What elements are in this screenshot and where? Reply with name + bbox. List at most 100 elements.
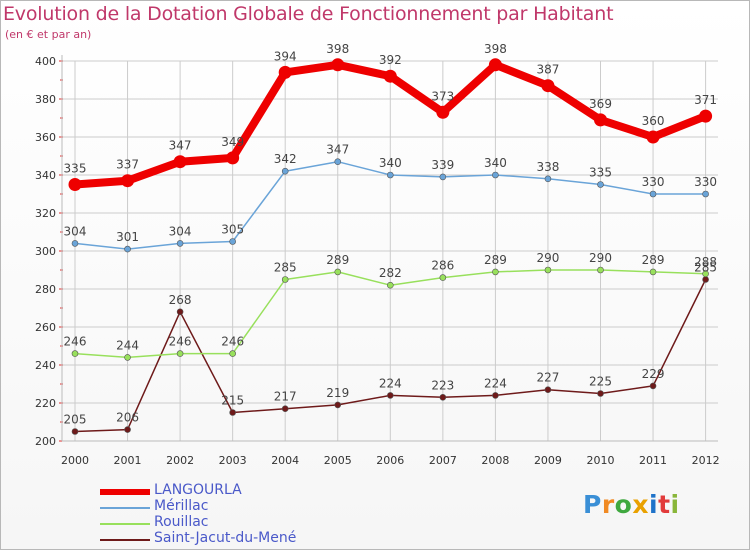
value-label-rouillac: 286 bbox=[431, 259, 454, 273]
value-label-merillac: 340 bbox=[484, 156, 507, 170]
x-tick-label: 2004 bbox=[271, 454, 299, 467]
y-tick-label: 400 bbox=[35, 55, 56, 68]
legend-item-rouillac: Rouillac bbox=[100, 514, 360, 532]
data-point-rouillac bbox=[702, 270, 709, 278]
legend-label-merillac: Mérillac bbox=[154, 498, 209, 514]
x-tick-label: 2005 bbox=[324, 454, 352, 467]
data-point-langourla bbox=[68, 178, 82, 191]
data-point-rouillac bbox=[229, 350, 236, 357]
data-point-rouillac bbox=[439, 274, 447, 281]
value-label-langourla: 394 bbox=[274, 49, 297, 63]
value-label-saint-jacut: 205 bbox=[64, 413, 87, 427]
value-label-saint-jacut: 223 bbox=[431, 378, 454, 392]
value-label-rouillac: 285 bbox=[274, 261, 297, 275]
data-point-rouillac bbox=[281, 276, 289, 283]
value-label-merillac: 304 bbox=[169, 224, 192, 238]
x-tick-label: 2009 bbox=[534, 454, 562, 467]
value-label-merillac: 330 bbox=[642, 175, 665, 189]
value-label-rouillac: 282 bbox=[379, 266, 402, 280]
value-label-langourla: 398 bbox=[326, 42, 349, 56]
chart-subtitle: (en € et par an) bbox=[5, 28, 92, 41]
data-point-langourla bbox=[278, 65, 292, 79]
legend-label-saint-jacut: Saint-Jacut-du-Mené bbox=[154, 530, 297, 546]
data-point-saint-jacut bbox=[334, 401, 342, 409]
data-point-rouillac bbox=[597, 266, 604, 274]
data-point-rouillac bbox=[386, 281, 394, 289]
data-point-merillac bbox=[597, 181, 604, 188]
value-label-merillac: 338 bbox=[536, 160, 559, 174]
data-point-langourla bbox=[699, 109, 713, 123]
legend-item-saint-jacut: Saint-Jacut-du-Mené bbox=[100, 530, 360, 548]
data-point-merillac bbox=[71, 240, 79, 247]
value-label-langourla: 387 bbox=[536, 63, 559, 77]
value-label-merillac: 330 bbox=[694, 175, 717, 189]
data-point-merillac bbox=[176, 240, 184, 247]
data-point-saint-jacut bbox=[229, 409, 236, 416]
value-label-rouillac: 290 bbox=[536, 251, 559, 265]
data-point-merillac bbox=[124, 245, 131, 253]
value-label-rouillac: 289 bbox=[326, 253, 349, 267]
legend-label-rouillac: Rouillac bbox=[154, 514, 209, 530]
data-point-langourla bbox=[436, 105, 450, 119]
value-label-saint-jacut: 227 bbox=[536, 371, 559, 385]
value-label-merillac: 335 bbox=[589, 166, 612, 180]
value-label-saint-jacut: 219 bbox=[326, 386, 349, 400]
value-label-saint-jacut: 225 bbox=[589, 375, 612, 389]
data-point-merillac bbox=[544, 175, 552, 183]
logo-letter: r bbox=[601, 490, 615, 519]
x-tick-label: 2010 bbox=[587, 454, 615, 467]
data-point-saint-jacut bbox=[492, 392, 499, 399]
logo-letter: i bbox=[649, 490, 659, 519]
value-label-rouillac: 288 bbox=[694, 255, 717, 269]
value-label-saint-jacut: 224 bbox=[484, 376, 507, 390]
logo-letter: P bbox=[583, 490, 602, 519]
data-point-rouillac bbox=[649, 268, 657, 276]
value-label-merillac: 304 bbox=[64, 224, 87, 238]
data-point-merillac bbox=[229, 238, 236, 245]
y-tick-label: 340 bbox=[35, 169, 56, 182]
data-point-saint-jacut bbox=[71, 428, 79, 435]
data-point-saint-jacut bbox=[439, 393, 447, 401]
data-point-saint-jacut bbox=[386, 392, 394, 399]
value-label-langourla: 335 bbox=[64, 162, 87, 176]
value-label-saint-jacut: 224 bbox=[379, 376, 402, 390]
y-tick-label: 360 bbox=[35, 131, 56, 144]
value-label-langourla: 349 bbox=[221, 135, 244, 149]
y-tick-label: 280 bbox=[35, 283, 56, 296]
logo-letter: i bbox=[670, 490, 680, 519]
data-point-langourla bbox=[331, 58, 345, 72]
data-point-rouillac bbox=[71, 350, 79, 357]
data-point-merillac bbox=[281, 167, 289, 175]
legend-item-merillac: Mérillac bbox=[100, 498, 360, 516]
data-point-saint-jacut bbox=[544, 386, 552, 394]
data-point-langourla bbox=[226, 151, 240, 165]
data-point-langourla bbox=[594, 113, 607, 127]
value-label-merillac: 340 bbox=[379, 156, 402, 170]
value-label-langourla: 371 bbox=[694, 93, 717, 107]
logo-letter: o bbox=[614, 490, 633, 519]
x-tick-label: 2000 bbox=[61, 454, 89, 467]
data-point-saint-jacut bbox=[597, 390, 604, 397]
value-label-langourla: 360 bbox=[642, 114, 665, 128]
value-label-langourla: 347 bbox=[169, 139, 192, 153]
x-tick-label: 2008 bbox=[481, 454, 509, 467]
legend-label-langourla: LANGOURLA bbox=[154, 482, 242, 498]
x-tick-label: 2007 bbox=[429, 454, 457, 467]
x-tick-label: 2001 bbox=[114, 454, 142, 467]
x-tick-label: 2002 bbox=[166, 454, 194, 467]
data-point-langourla bbox=[173, 155, 187, 169]
data-point-langourla bbox=[646, 130, 660, 144]
y-tick-label: 320 bbox=[35, 207, 56, 220]
data-point-rouillac bbox=[334, 268, 342, 276]
y-tick-label: 260 bbox=[35, 321, 56, 334]
data-point-langourla bbox=[488, 58, 502, 72]
value-label-rouillac: 289 bbox=[642, 253, 665, 267]
legend-swatch-saint-jacut bbox=[100, 539, 150, 541]
x-tick-label: 2003 bbox=[219, 454, 247, 467]
data-point-langourla bbox=[541, 79, 555, 93]
y-tick-label: 200 bbox=[35, 435, 56, 448]
value-label-saint-jacut: 215 bbox=[221, 394, 244, 408]
legend-swatch-langourla bbox=[100, 489, 150, 495]
